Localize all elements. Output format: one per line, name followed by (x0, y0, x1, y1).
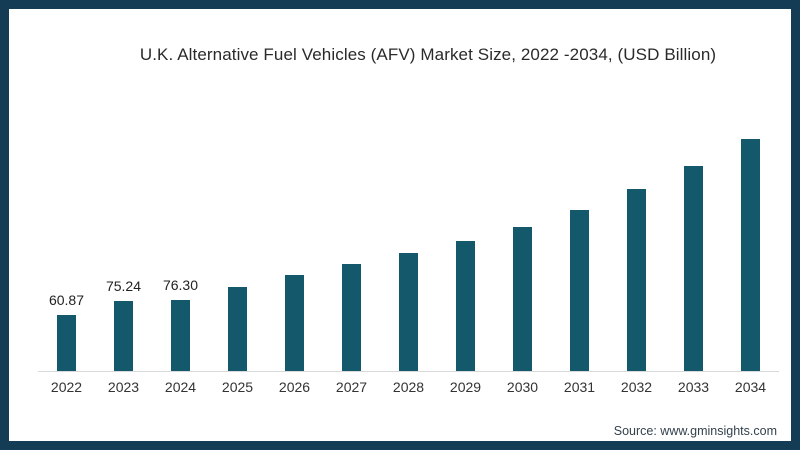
x-axis-label: 2024 (164, 379, 197, 395)
bar-2031 (570, 210, 589, 371)
bar-column: 75.24 (95, 278, 152, 371)
bar-value-label: 76.30 (162, 277, 199, 293)
x-axis-label: 2029 (449, 379, 482, 395)
x-axis-label: 2032 (620, 379, 653, 395)
x-axis-label: 2034 (734, 379, 767, 395)
bar-2026 (285, 275, 304, 371)
bar-value-label: 60.87 (48, 292, 85, 308)
bar-column (323, 264, 380, 371)
x-axis-label: 2023 (107, 379, 140, 395)
bar-column (551, 210, 608, 371)
plot-area: 60.87 75.24 76.30 (38, 98, 779, 372)
bar-column (722, 139, 779, 371)
x-axis-label: 2028 (392, 379, 425, 395)
x-axis-label: 2026 (278, 379, 311, 395)
bar-column (266, 275, 323, 371)
bar-2028 (399, 253, 418, 371)
bar-2024 (171, 300, 190, 371)
bar-2025 (228, 287, 247, 371)
source-note: Source: www.gminsights.com (613, 424, 777, 438)
bar-2030 (513, 227, 532, 371)
bar-column (437, 241, 494, 371)
x-axis-labels: 2022 2023 2024 2025 2026 2027 2028 2029 2030 2031… (38, 379, 779, 395)
bar-column (494, 227, 551, 371)
x-axis-label: 2030 (506, 379, 539, 395)
bar-value-label: 75.24 (105, 278, 142, 294)
x-axis-label: 2027 (335, 379, 368, 395)
bar-2027 (342, 264, 361, 371)
bar-column (209, 287, 266, 371)
bar-2032 (627, 189, 646, 371)
bar-2033 (684, 166, 703, 371)
chart-title: U.K. Alternative Fuel Vehicles (AFV) Mar… (139, 45, 717, 64)
bar-column (380, 253, 437, 371)
bar-2029 (456, 241, 475, 371)
bar-column: 76.30 (152, 277, 209, 371)
x-axis-label: 2031 (563, 379, 596, 395)
bar-column (608, 189, 665, 371)
bar-2034 (741, 139, 760, 371)
x-axis-label: 2025 (221, 379, 254, 395)
bar-column: 60.87 (38, 292, 95, 371)
bar-2022 (57, 315, 76, 371)
bar-column (665, 166, 722, 371)
bar-2023 (114, 301, 133, 371)
x-axis-label: 2033 (677, 379, 710, 395)
x-axis-label: 2022 (50, 379, 83, 395)
